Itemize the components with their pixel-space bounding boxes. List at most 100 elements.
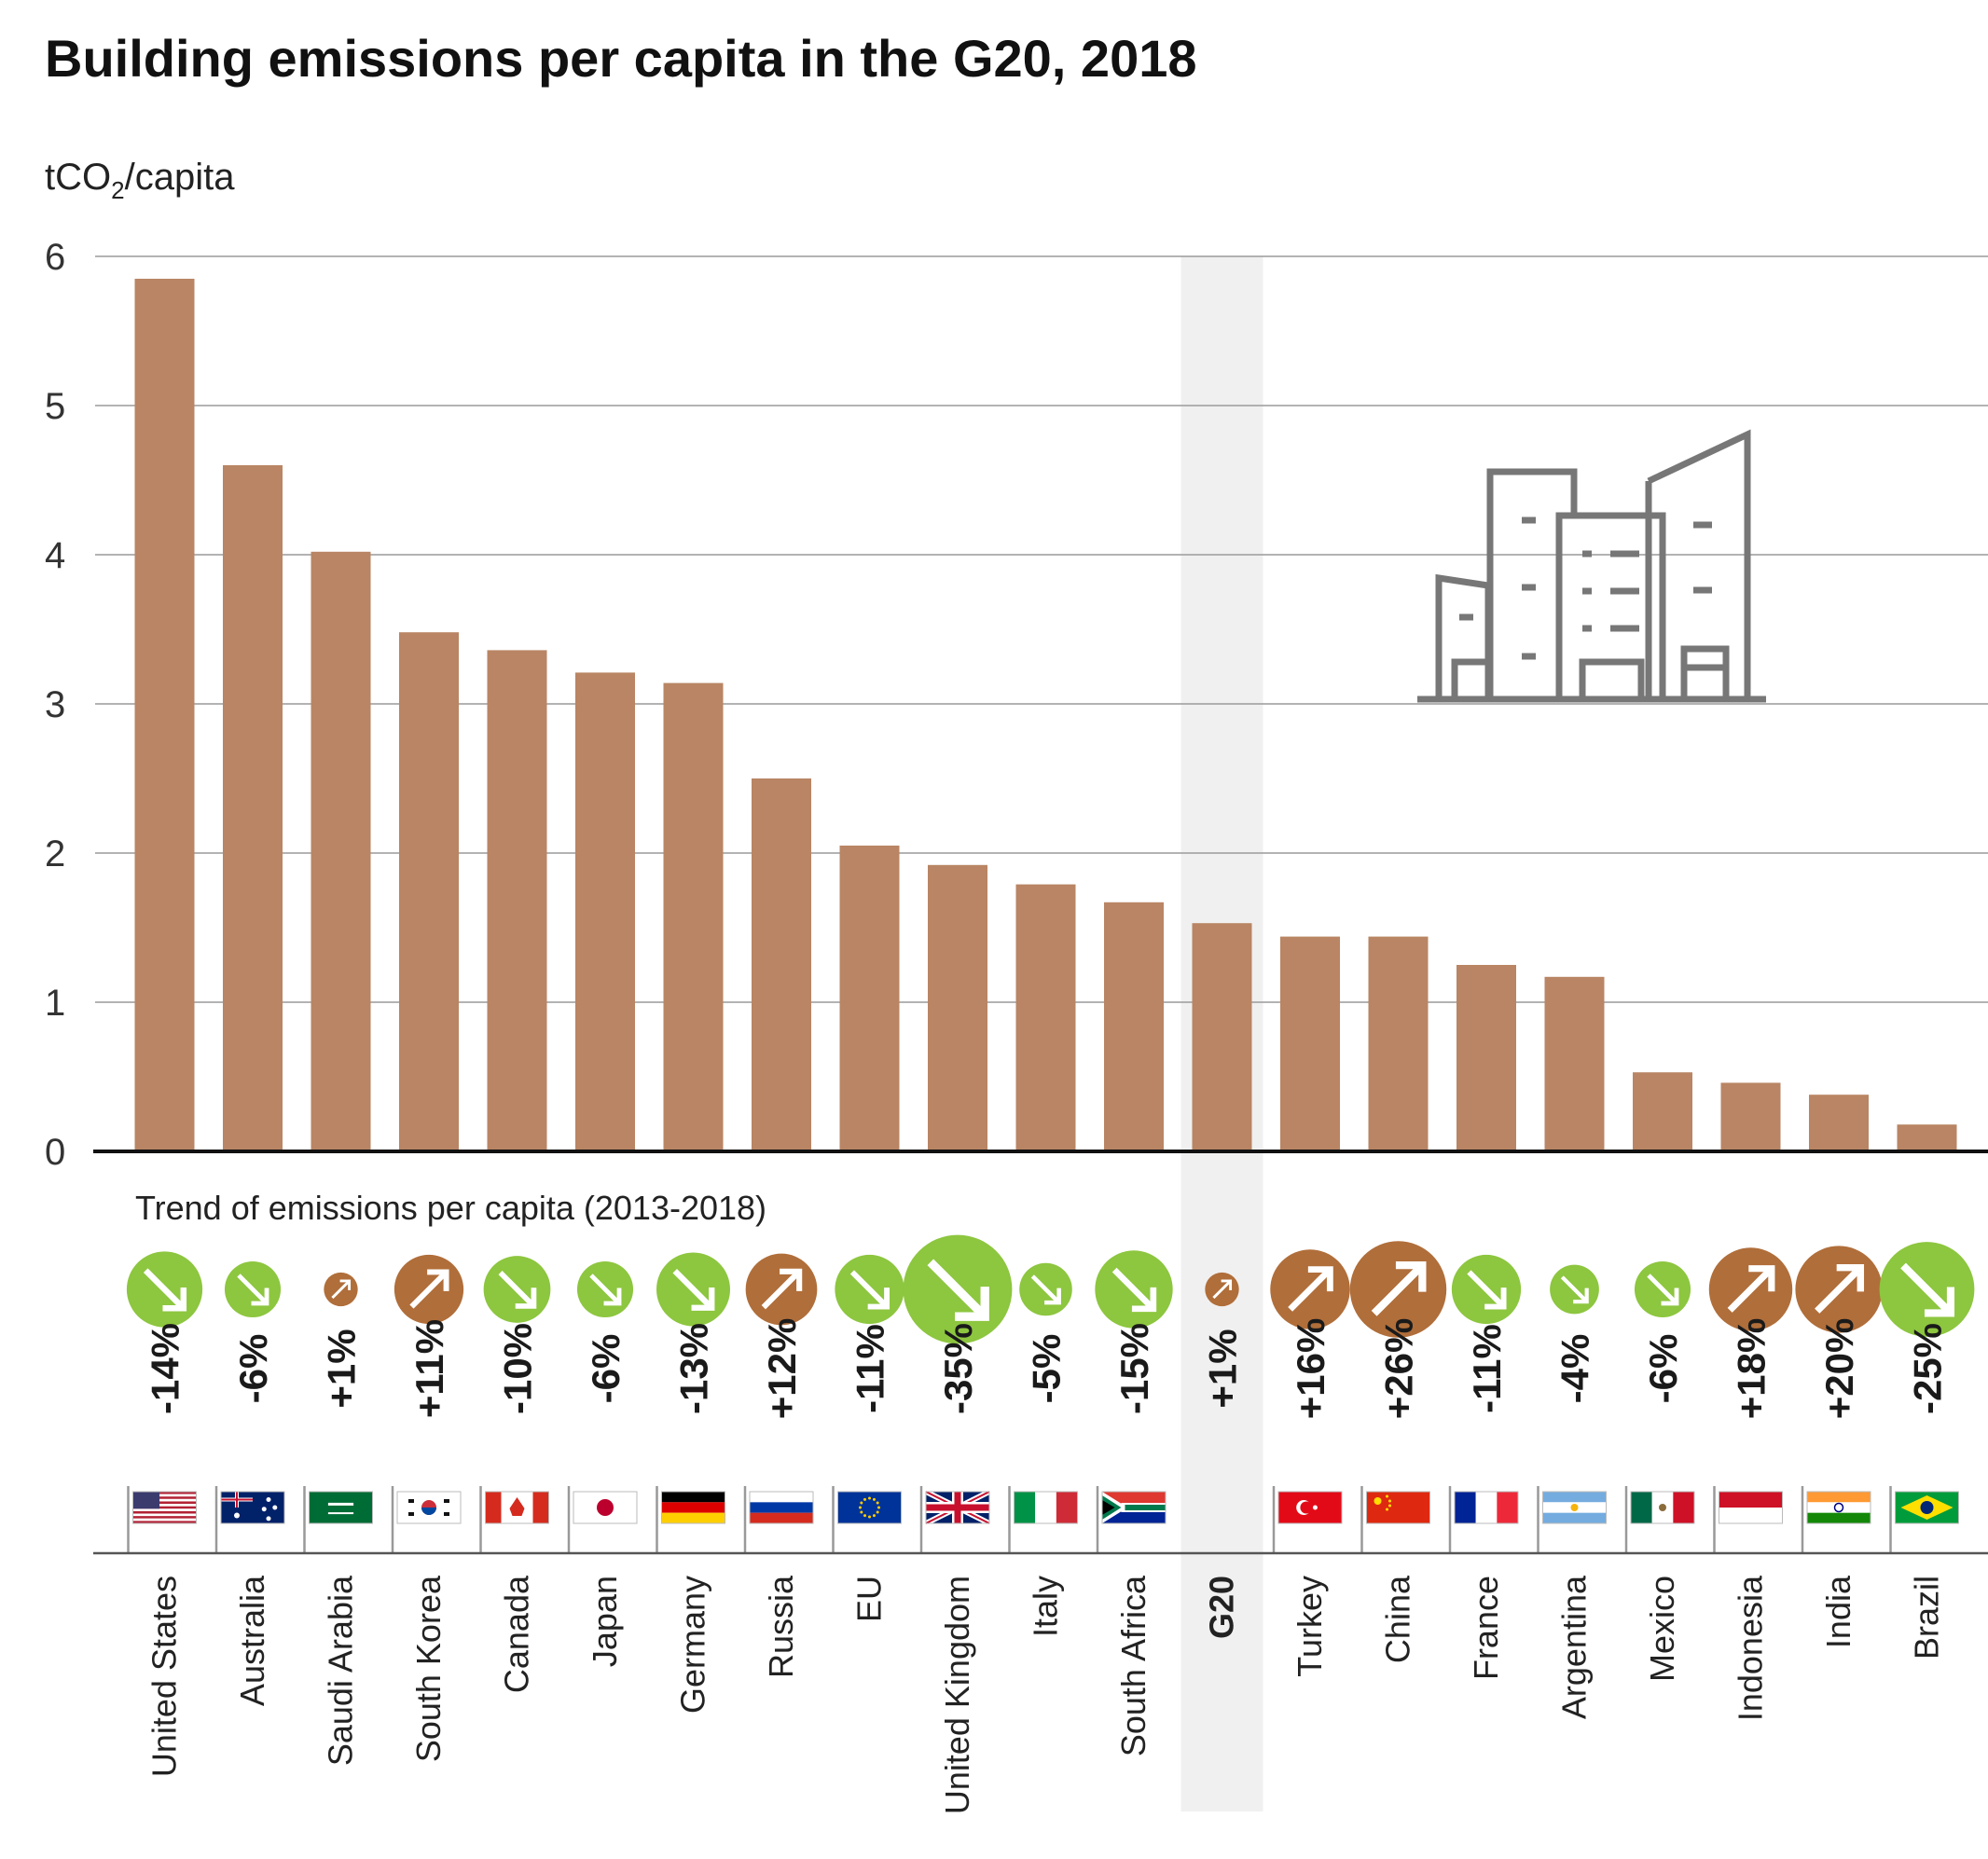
arrow-shaft xyxy=(672,1269,714,1310)
trend-label: +18% xyxy=(1730,1318,1774,1420)
x-tick-label: South Korea xyxy=(409,1575,448,1762)
arrow-shaft xyxy=(143,1268,186,1311)
bar xyxy=(1192,923,1252,1151)
x-tick-label: Mexico xyxy=(1643,1576,1681,1682)
arrow-head xyxy=(867,1288,890,1310)
arrow-head xyxy=(1307,1266,1333,1292)
y-tick-label: 6 xyxy=(45,237,65,278)
arrow-shaft xyxy=(1212,1279,1232,1300)
trend-decrease-icon xyxy=(835,1254,904,1325)
country-labels: United States Australia Saudi Arabia South … xyxy=(145,1575,1946,1814)
trend-label: -11% xyxy=(1465,1324,1509,1413)
arrow-head xyxy=(1484,1288,1507,1310)
bar xyxy=(1897,1124,1957,1151)
arrow-shaft xyxy=(849,1270,890,1309)
flag-eu-icon xyxy=(837,1491,902,1524)
flag-us-icon xyxy=(132,1491,197,1524)
bar xyxy=(1015,884,1076,1151)
building-icon xyxy=(1417,429,1766,703)
trend-increase-icon xyxy=(1708,1247,1793,1331)
trend-increase-icon xyxy=(1205,1272,1239,1307)
trend-label: -10% xyxy=(496,1323,540,1414)
y-tick-label: 2 xyxy=(45,833,65,874)
trend-title: Trend of emissions per capita (2013-2018… xyxy=(135,1189,766,1227)
x-tick-label: Brazil xyxy=(1908,1576,1946,1659)
bar xyxy=(1809,1095,1869,1151)
flag-mx-icon xyxy=(1630,1491,1695,1524)
arrow-head xyxy=(339,1279,352,1290)
chart-title: Building emissions per capita in the G20… xyxy=(45,29,1197,88)
trend-increase-icon xyxy=(393,1254,464,1325)
trend-label: +1% xyxy=(320,1329,364,1408)
trend-label: -5% xyxy=(1025,1334,1069,1404)
arrow-shaft xyxy=(1288,1267,1332,1312)
y-tick-label: 0 xyxy=(45,1132,65,1173)
y-tick-label: 1 xyxy=(45,983,65,1024)
arrow-head xyxy=(427,1269,449,1291)
trend-circles xyxy=(126,1234,1975,1344)
x-tick-label: Saudi Arabia xyxy=(322,1575,360,1766)
trend-labels: -14% -6% +1% +11% -10% -6% -13% +12% -11% -35% -5%… xyxy=(144,1318,1950,1420)
x-tick-label: Russia xyxy=(762,1575,800,1678)
x-tick-label: Italy xyxy=(1027,1576,1065,1637)
x-tick-label: G20 xyxy=(1203,1576,1241,1639)
flag-au-icon xyxy=(220,1491,285,1524)
arrow-shaft xyxy=(927,1259,988,1320)
arrow-head xyxy=(691,1288,715,1311)
arrow-head xyxy=(1221,1279,1233,1290)
arrow-shaft xyxy=(1111,1267,1156,1312)
bar xyxy=(134,279,195,1151)
arrow-shaft xyxy=(331,1279,351,1300)
x-tick-label: Japan xyxy=(586,1576,624,1667)
arrow-shaft xyxy=(761,1269,802,1310)
arrow-shaft xyxy=(498,1271,536,1308)
flag-ru-icon xyxy=(749,1491,814,1524)
arrow-head xyxy=(1131,1287,1157,1313)
flag-id-icon xyxy=(1719,1491,1783,1524)
trend-decrease-icon xyxy=(224,1260,282,1318)
arrow-head xyxy=(1573,1288,1589,1304)
bar xyxy=(928,864,987,1151)
arrow-shaft xyxy=(409,1270,449,1309)
arrow-head xyxy=(162,1287,187,1312)
arrow-shaft xyxy=(1371,1262,1426,1316)
arrow-head xyxy=(780,1268,803,1291)
arrow-head xyxy=(955,1287,989,1321)
y-tick-label: 4 xyxy=(45,535,65,576)
flag-cn-icon xyxy=(1366,1491,1430,1524)
trend-decrease-icon xyxy=(1634,1260,1691,1318)
trend-label: -25% xyxy=(1906,1323,1950,1414)
bar xyxy=(663,682,724,1151)
trend-decrease-icon xyxy=(656,1252,730,1327)
trend-decrease-icon xyxy=(1095,1250,1173,1329)
bar xyxy=(223,465,283,1151)
x-tick-label: Germany xyxy=(674,1576,712,1714)
flag-fr-icon xyxy=(1454,1491,1519,1524)
bars xyxy=(134,279,1957,1151)
trend-label: -4% xyxy=(1553,1334,1597,1404)
x-tick-label: United States xyxy=(145,1576,184,1777)
flag-br-icon xyxy=(1895,1491,1959,1524)
arrow-shaft xyxy=(1727,1266,1774,1313)
flags xyxy=(127,1486,1959,1552)
flag-ar-icon xyxy=(1542,1491,1607,1524)
trend-decrease-icon xyxy=(1879,1242,1975,1337)
arrow-shaft xyxy=(1560,1275,1589,1303)
trend-label: -6% xyxy=(584,1334,628,1404)
x-tick-label: Australia xyxy=(233,1575,271,1706)
flag-it-icon xyxy=(1014,1491,1078,1524)
trend-label: -15% xyxy=(1112,1323,1156,1414)
trend-label: -6% xyxy=(1641,1334,1685,1404)
y-axis-unit: tCO2/capita xyxy=(45,157,235,204)
arrow-head xyxy=(603,1288,622,1306)
arrow-head xyxy=(1924,1287,1955,1317)
bar xyxy=(487,650,547,1151)
trend-increase-icon xyxy=(1795,1246,1883,1333)
arrow-head xyxy=(251,1288,269,1306)
bar xyxy=(1720,1082,1781,1151)
trend-label: +12% xyxy=(760,1318,804,1420)
x-tick-label: EU xyxy=(850,1576,889,1622)
trend-label: -14% xyxy=(144,1323,187,1414)
x-tick-label: China xyxy=(1379,1575,1417,1663)
